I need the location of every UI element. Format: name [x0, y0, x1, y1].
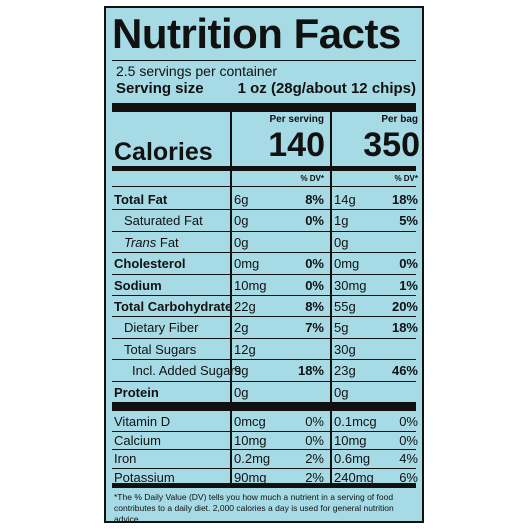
- vitamin-row-rule: [112, 467, 416, 469]
- vitamin-name: Potassium: [114, 469, 175, 485]
- serving-amount: 0g: [234, 234, 249, 250]
- nutrient-row-rule: [112, 316, 416, 318]
- vitamin-serving-dv: 2%: [305, 469, 324, 485]
- vitamin-serving-dv: 2%: [305, 451, 324, 466]
- nutrition-facts-panel: Nutrition Facts 2.5 servings per contain…: [104, 6, 424, 524]
- nutrient-name: Dietary Fiber: [124, 320, 199, 336]
- vitamin-row-rule: [112, 449, 416, 450]
- calories-per-bag: 350: [363, 126, 420, 164]
- serving-dv: 0%: [305, 256, 324, 272]
- serving-dv: 8%: [305, 192, 324, 207]
- bag-amount: 14g: [334, 192, 356, 207]
- vitamin-serving-amount: 10mg: [234, 432, 267, 448]
- thick-rule-calories: [112, 166, 416, 171]
- vitamin-bag-dv: 0%: [399, 432, 418, 448]
- serving-dv: 8%: [305, 299, 324, 314]
- bag-amount: 5g: [334, 320, 349, 336]
- nutrient-row-rule: [112, 273, 416, 275]
- nutrient-name: Saturated Fat: [124, 213, 203, 229]
- bag-dv: 46%: [391, 363, 418, 379]
- vitamin-name: Calcium: [114, 432, 161, 448]
- vitamin-bag-amount: 10mg: [334, 432, 367, 448]
- vitamin-serving-amount: 90mg: [234, 469, 267, 485]
- vitamin-name: Iron: [114, 451, 137, 466]
- bag-amount: 0g: [334, 234, 349, 250]
- serving-dv: 18%: [297, 363, 324, 379]
- vitamin-bag-amount: 240mg: [334, 469, 374, 485]
- bag-dv: 0%: [399, 256, 418, 272]
- serving-amount: 0g: [234, 213, 249, 229]
- serving-amount: 10mg: [234, 277, 267, 293]
- serving-size-row: Serving size 1 oz (28g/about 12 chips): [116, 80, 416, 97]
- nutrient-name: Total Sugars: [124, 341, 197, 357]
- rule-under-dv: [112, 186, 416, 187]
- serving-amount: 0mg: [234, 256, 260, 272]
- serving-size-value: 1 oz (28g/about 12 chips): [237, 80, 416, 97]
- bag-amount: 30mg: [334, 277, 367, 293]
- nutrient-name: Incl. Added Sugars: [132, 363, 242, 379]
- serving-amount: 22g: [234, 299, 256, 314]
- vitamin-bag-amount: 0.1mcg: [334, 414, 377, 429]
- serving-dv: 7%: [305, 320, 324, 336]
- nutrient-name: Sodium: [114, 277, 162, 293]
- nutrient-name: Protein: [114, 384, 159, 400]
- serving-amount: 2g: [234, 320, 249, 336]
- serving-size-label: Serving size: [116, 80, 204, 97]
- vitamin-name: Vitamin D: [114, 414, 171, 429]
- bag-dv: 1%: [399, 277, 418, 293]
- calories-per-serving: 140: [268, 126, 325, 164]
- bag-amount: 55g: [334, 299, 356, 314]
- per-serving-header: Per serving: [269, 114, 324, 125]
- bag-dv: 18%: [391, 192, 418, 207]
- servings-per-container: 2.5 servings per container: [116, 63, 278, 79]
- dv-header-bag: % DV*: [394, 174, 418, 183]
- bag-dv: 18%: [391, 320, 418, 336]
- thick-rule-middle: [112, 402, 416, 411]
- vitamin-row-rule: [112, 430, 416, 432]
- column-divider-serving: [230, 112, 232, 483]
- vitamin-bag-dv: 6%: [399, 469, 418, 485]
- bag-dv: 20%: [391, 299, 418, 314]
- vitamin-serving-dv: 0%: [305, 432, 324, 448]
- bag-amount: 30g: [334, 341, 356, 357]
- nutrient-row-rule: [112, 295, 416, 296]
- rule-under-title: [112, 60, 416, 61]
- serving-amount: 12g: [234, 341, 256, 357]
- column-divider-bag: [330, 112, 332, 483]
- bag-dv: 5%: [399, 213, 418, 229]
- vitamin-serving-dv: 0%: [305, 414, 324, 429]
- serving-amount: 9g: [234, 363, 249, 379]
- serving-amount: 0g: [234, 384, 249, 400]
- serving-amount: 6g: [234, 192, 249, 207]
- per-bag-header: Per bag: [381, 114, 418, 125]
- panel-title: Nutrition Facts: [112, 10, 401, 57]
- nutrient-name: Trans Fat: [124, 234, 179, 250]
- bag-amount: 23g: [334, 363, 356, 379]
- vitamin-serving-amount: 0.2mg: [234, 451, 271, 466]
- nutrient-row-rule: [112, 359, 416, 361]
- vitamin-bag-amount: 0.6mg: [334, 451, 371, 466]
- nutrient-name: Cholesterol: [114, 256, 186, 272]
- bag-amount: 1g: [334, 213, 349, 229]
- nutrient-row-rule: [112, 380, 416, 382]
- serving-dv: 0%: [305, 277, 324, 293]
- footnote: *The % Daily Value (DV) tells you how mu…: [114, 492, 394, 524]
- nutrient-row-rule: [112, 209, 416, 211]
- vitamin-bag-dv: 4%: [399, 451, 418, 466]
- nutrient-name: Total Fat: [114, 192, 168, 207]
- vitamin-serving-amount: 0mcg: [234, 414, 266, 429]
- thick-rule-top: [112, 103, 416, 112]
- nutrient-row-rule: [112, 230, 416, 232]
- bag-amount: 0mg: [334, 256, 360, 272]
- serving-dv: 0%: [305, 213, 324, 229]
- nutrient-row-rule: [112, 252, 416, 254]
- dv-header-serving: % DV*: [300, 174, 324, 183]
- nutrient-name: Total Carbohydrate: [114, 299, 233, 314]
- thick-rule-bottom: [112, 483, 416, 488]
- nutrient-row-rule: [112, 337, 416, 339]
- calories-label: Calories: [114, 138, 213, 166]
- vitamin-bag-dv: 0%: [399, 414, 418, 429]
- bag-amount: 0g: [334, 384, 349, 400]
